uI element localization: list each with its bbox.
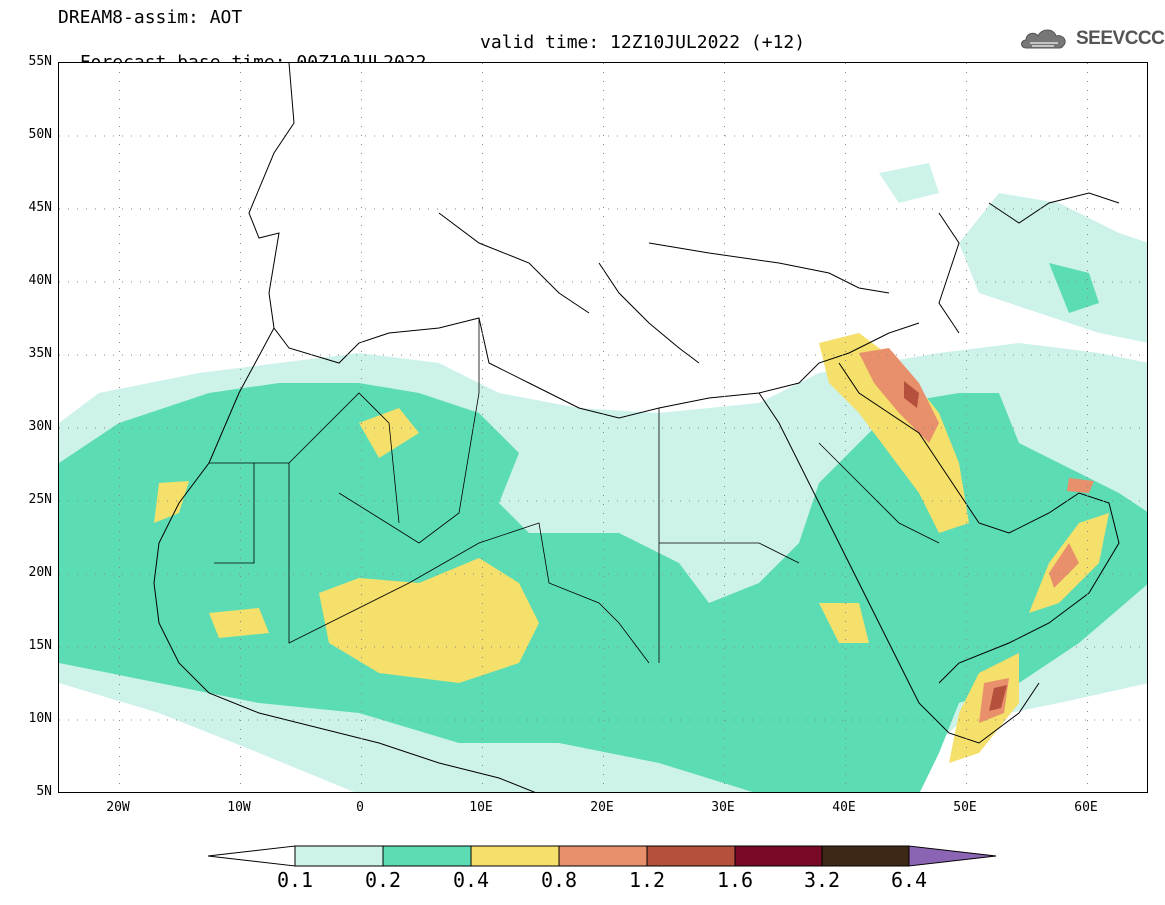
cloud-icon [1021, 29, 1066, 49]
colorbar-label: 3.2 [803, 868, 841, 892]
coastlines [153, 63, 1120, 792]
lat-label: 25N [28, 492, 52, 507]
lon-label: 60E [1074, 800, 1098, 815]
lon-label: 40E [832, 800, 856, 815]
colorbar-label: 0.1 [276, 868, 314, 892]
colorbar-segment [558, 845, 648, 867]
lat-label: 15N [28, 638, 52, 653]
lat-label: 35N [28, 346, 52, 361]
colorbar-above-triangle [908, 845, 997, 867]
map-title: DREAM8-assim: AOT [58, 7, 243, 28]
lat-label: 10N [28, 711, 52, 726]
aot-map [58, 62, 1148, 793]
logo-text: SEEVCCC [1076, 28, 1165, 49]
colorbar-label: 6.4 [890, 868, 928, 892]
colorbar-segment [646, 845, 736, 867]
lat-label: 45N [28, 200, 52, 215]
lat-label: 50N [28, 127, 52, 142]
lon-label: 10W [227, 800, 251, 815]
colorbar-segment [382, 845, 472, 867]
colorbar-segment [734, 845, 823, 867]
lat-label: 20N [28, 565, 52, 580]
aot-field-extreme [904, 381, 1007, 711]
colorbar-segment [470, 845, 560, 867]
valid-time: valid time: 12Z10JUL2022 (+12) [480, 32, 806, 53]
lat-label: 40N [28, 273, 52, 288]
lon-label: 50E [953, 800, 977, 815]
colorbar-label: 0.2 [364, 868, 402, 892]
colorbar-label: 0.4 [452, 868, 490, 892]
borders [209, 318, 940, 664]
aot-field-medium [59, 263, 1147, 792]
lon-label: 20E [590, 800, 614, 815]
lat-label: 30N [28, 419, 52, 434]
lat-label: 5N [36, 784, 52, 799]
colorbar-segment [821, 845, 910, 867]
lon-label: 0 [356, 800, 364, 815]
lon-label: 20W [106, 800, 130, 815]
seevccc-logo: SEEVCCC [1018, 22, 1165, 56]
colorbar-label: 0.8 [540, 868, 578, 892]
map-canvas [59, 63, 1147, 792]
colorbar-label: 1.2 [628, 868, 666, 892]
lon-label: 30E [711, 800, 735, 815]
colorbar-below-triangle [207, 845, 296, 867]
colorbar-label: 1.6 [716, 868, 754, 892]
colorbar-segment [294, 845, 384, 867]
lat-label: 55N [28, 54, 52, 69]
lon-label: 10E [469, 800, 493, 815]
